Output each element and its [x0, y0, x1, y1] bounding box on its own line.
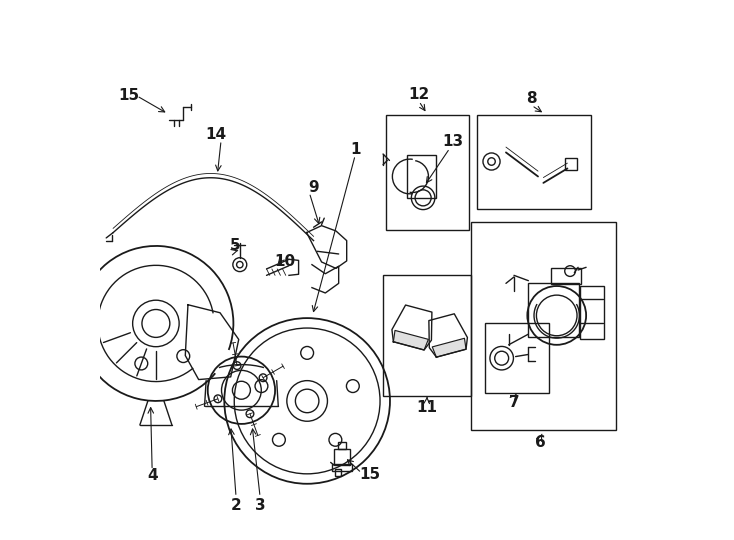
Polygon shape [393, 330, 429, 350]
Bar [385, 115, 468, 230]
Text: 1: 1 [350, 142, 360, 157]
Bar [528, 284, 579, 337]
Text: 13: 13 [442, 134, 463, 149]
Text: 11: 11 [416, 400, 437, 415]
Text: 15: 15 [359, 467, 380, 482]
Text: 7: 7 [509, 395, 519, 410]
Bar [383, 275, 471, 396]
Text: 10: 10 [275, 254, 296, 269]
Bar [407, 155, 437, 198]
Bar [338, 442, 346, 449]
Text: 14: 14 [206, 127, 226, 142]
Bar [551, 268, 581, 285]
Bar [580, 286, 604, 340]
Bar [484, 323, 549, 393]
Text: 2: 2 [230, 498, 241, 512]
Text: 8: 8 [526, 91, 537, 106]
Text: 3: 3 [255, 498, 266, 512]
Text: 4: 4 [147, 468, 158, 483]
Text: 12: 12 [408, 87, 429, 102]
Bar [334, 449, 350, 465]
Polygon shape [432, 338, 466, 357]
Bar [335, 469, 341, 476]
Text: 15: 15 [118, 88, 139, 103]
Bar [564, 158, 576, 170]
Bar [471, 222, 616, 430]
Text: 5: 5 [230, 239, 240, 253]
Bar [476, 115, 592, 208]
Bar [332, 464, 352, 471]
Text: 9: 9 [308, 180, 319, 194]
Text: 6: 6 [535, 435, 546, 450]
